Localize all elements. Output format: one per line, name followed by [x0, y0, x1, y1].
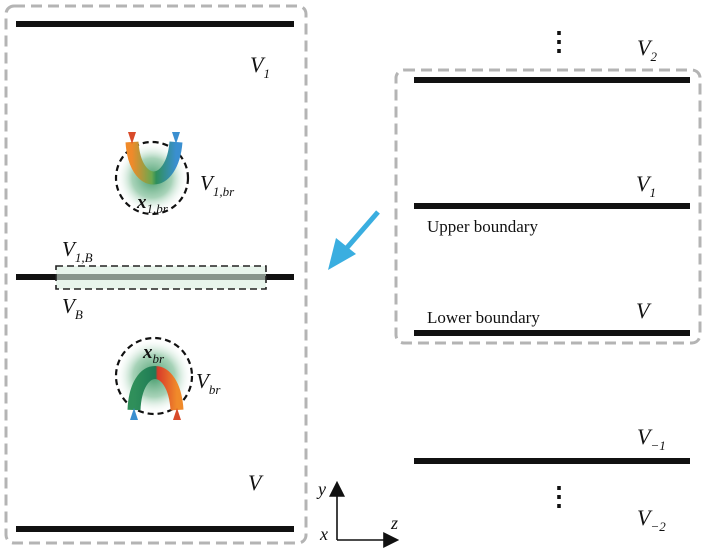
bubble-bottom: [114, 336, 194, 420]
boundary-plane-label: VB: [62, 294, 83, 322]
lower-boundary-label: Lower boundary: [427, 308, 540, 327]
region-vm2-label: V−2: [637, 505, 666, 534]
bubble-top-point-label: x1,br: [136, 192, 169, 216]
axes: [329, 480, 400, 548]
left-panel-frame: [4, 4, 308, 545]
axis-x-label: x: [319, 524, 328, 544]
region-bottom-label: V: [248, 470, 264, 495]
region-v-label: V: [636, 298, 652, 323]
region-v1-label: V1: [636, 171, 656, 200]
bubble-bottom-region-label: Vbr: [196, 369, 221, 397]
right-panel-frame: [394, 68, 702, 345]
axis-z-label: z: [390, 513, 398, 533]
region-top-label: V1: [250, 52, 270, 81]
boundary-region-label: V1,B: [62, 237, 93, 265]
boundary-region-box: [55, 265, 267, 290]
bubble-top-region-label: V1,br: [200, 171, 235, 199]
region-v2-label: V2: [637, 35, 657, 64]
bubble-bottom-point-label: xbr: [142, 342, 165, 366]
upper-boundary-label: Upper boundary: [427, 217, 538, 236]
region-vm1-label: V−1: [637, 424, 666, 453]
axis-y-label: y: [316, 479, 326, 499]
bubble-top: [114, 132, 190, 216]
ellipsis-bottom: ⋮: [546, 482, 572, 511]
zoom-arrow-icon: [328, 210, 380, 270]
ellipsis-top: ⋮: [546, 27, 572, 56]
